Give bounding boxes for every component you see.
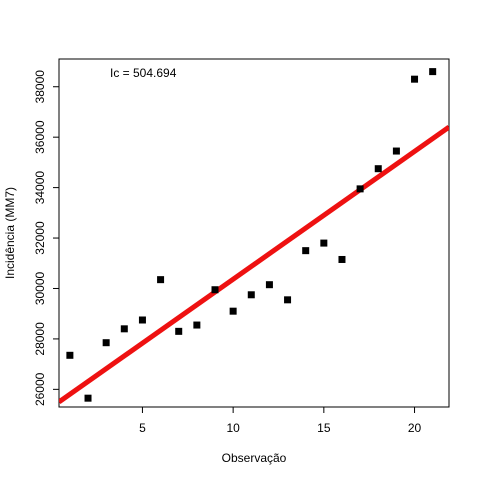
data-point — [302, 247, 310, 255]
y-axis: 26000 28000 30000 32000 34000 36000 38000 — [33, 70, 59, 406]
data-point — [374, 165, 382, 173]
data-point — [120, 325, 128, 333]
data-point — [247, 291, 255, 299]
data-point — [84, 394, 92, 402]
data-point — [66, 351, 74, 359]
y-tick-label: 30000 — [33, 271, 47, 305]
y-tick-label: 36000 — [33, 120, 47, 154]
data-point — [320, 239, 328, 247]
x-tick-label: 5 — [139, 421, 146, 435]
data-point — [411, 75, 419, 83]
data-point — [265, 281, 273, 289]
x-tick-label: 15 — [317, 421, 331, 435]
annotation-label: Ic = 504.694 — [110, 66, 177, 80]
data-point — [193, 321, 201, 329]
y-tick-label: 32000 — [33, 221, 47, 255]
regression-line — [59, 125, 449, 404]
points-layer — [66, 68, 437, 402]
data-point — [284, 296, 292, 304]
y-axis-label: Incidência (MM7) — [3, 187, 17, 279]
data-point — [175, 327, 183, 335]
y-tick-label: 26000 — [33, 372, 47, 406]
data-point — [392, 147, 400, 155]
x-tick-label: 20 — [408, 421, 422, 435]
x-axis: 5 10 15 20 — [139, 407, 422, 435]
fit-layer — [59, 125, 449, 404]
data-point — [138, 316, 146, 324]
data-point — [338, 255, 346, 263]
data-point — [429, 68, 437, 76]
x-axis-label: Observação — [222, 451, 287, 465]
x-tick-label: 10 — [226, 421, 240, 435]
y-tick-label: 34000 — [33, 171, 47, 205]
plot-frame — [58, 58, 450, 408]
y-tick-label: 28000 — [33, 322, 47, 356]
data-point — [157, 276, 165, 284]
y-tick-label: 38000 — [33, 70, 47, 104]
data-point — [356, 185, 364, 193]
data-point — [211, 286, 219, 294]
data-point — [102, 339, 110, 347]
data-point — [229, 307, 237, 315]
